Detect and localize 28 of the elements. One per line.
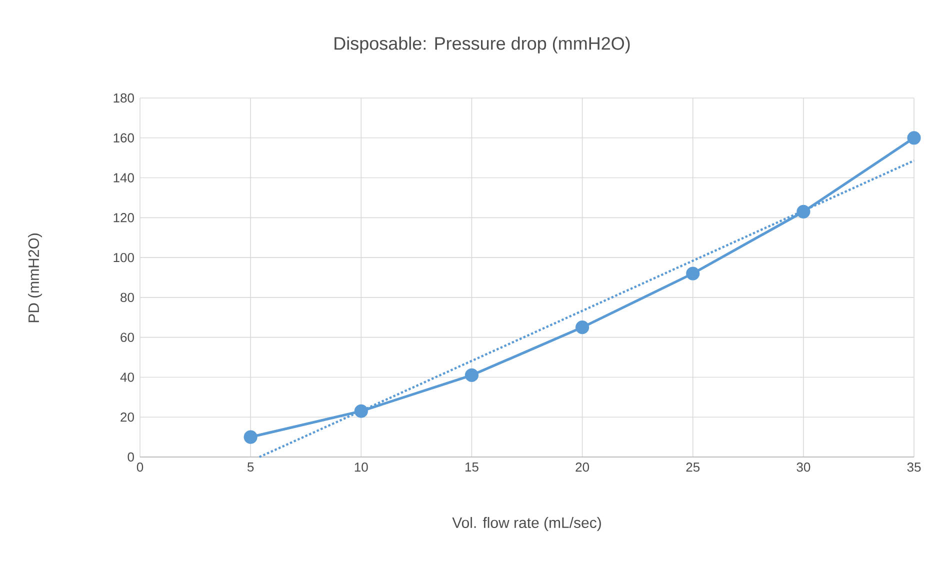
x-tick-label: 25 — [686, 462, 700, 472]
chart-title: Disposable: Pressure drop (mmH2O) — [334, 36, 630, 54]
y-tick-label: 180 — [114, 93, 134, 103]
point — [575, 320, 590, 334]
y-tick-label: 120 — [114, 213, 134, 222]
point — [244, 430, 258, 444]
y-axis-title: PD (mmH2O) — [28, 234, 42, 322]
x-tick-label: 15 — [465, 462, 478, 472]
point — [354, 404, 368, 418]
y-tick-label: 80 — [120, 292, 134, 302]
y-tick-label: 0 — [128, 452, 134, 462]
point — [464, 368, 479, 382]
y-tick-label: 20 — [120, 412, 134, 422]
point — [907, 131, 921, 145]
y-tick-label: 100 — [114, 252, 134, 262]
y-tick-label: 160 — [114, 133, 134, 142]
y-tick-label: 60 — [120, 332, 134, 342]
x-tick-label: 0 — [136, 462, 144, 472]
x-axis-title: Vol. flow rate (mL/sec) — [452, 517, 601, 531]
x-tick-label: 30 — [796, 462, 810, 472]
point — [796, 204, 810, 218]
point — [686, 266, 700, 280]
x-tick-label: 20 — [576, 462, 590, 472]
x-tick-label: 5 — [247, 462, 254, 472]
x-tick-label: 10 — [354, 462, 368, 472]
y-tick-label: 140 — [114, 173, 134, 182]
x-tick-label: 35 — [907, 462, 921, 472]
y-tick-label: 40 — [120, 372, 134, 382]
